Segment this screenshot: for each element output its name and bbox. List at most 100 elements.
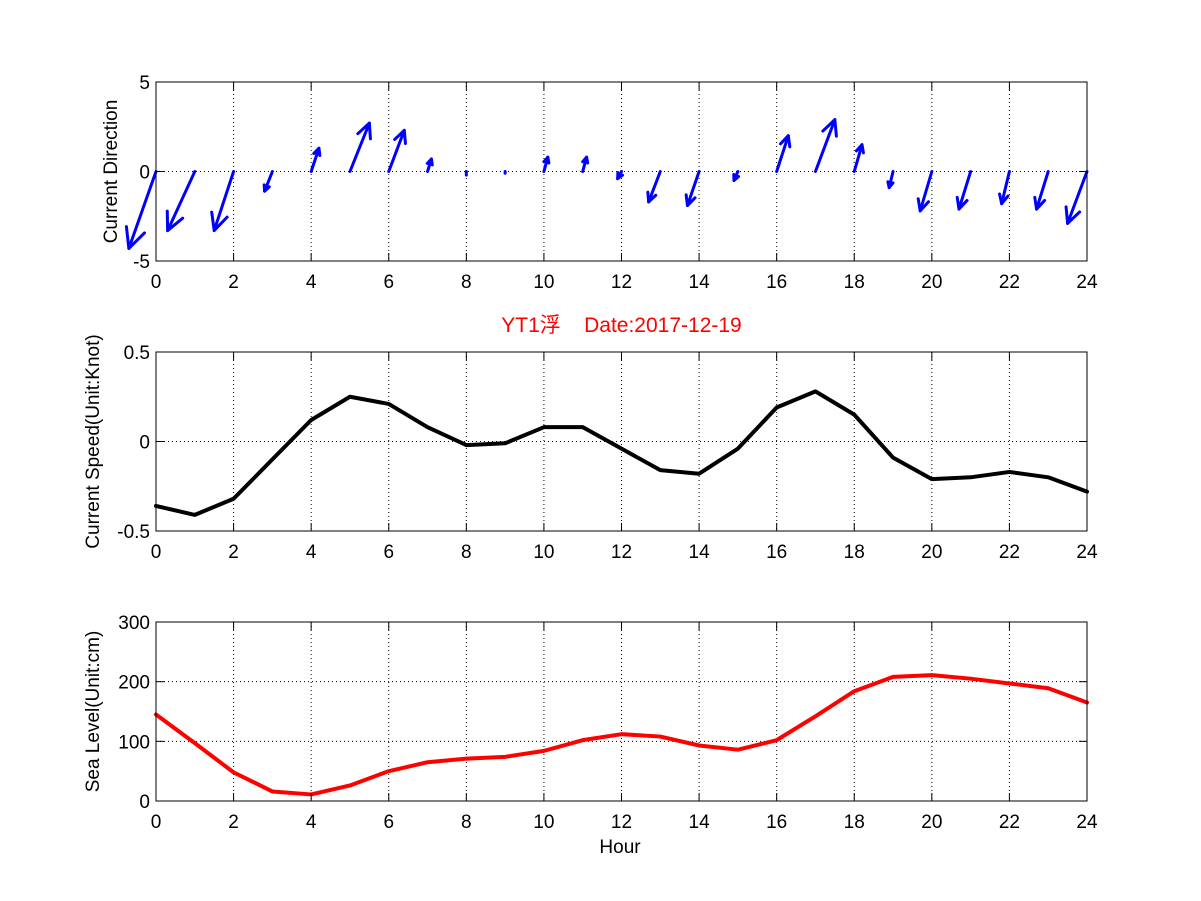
direction-arrow-head bbox=[425, 157, 434, 167]
current-direction-xtick-label: 20 bbox=[921, 272, 942, 293]
sea-level-xtick-label: 10 bbox=[533, 812, 554, 833]
current-direction-xtick-label: 10 bbox=[533, 272, 554, 293]
current-speed-xtick-label: 22 bbox=[999, 542, 1020, 563]
sea-level-ytick-label: 200 bbox=[118, 673, 150, 694]
current-direction-ylabel: Current Direction bbox=[101, 100, 122, 244]
current-speed-panel: YT1浮 Date:2017-12-19 0 2 4 6 8 10 12 14 16 18 20 22… bbox=[83, 314, 1098, 563]
direction-arrow-head bbox=[165, 209, 185, 233]
direction-arrow-head bbox=[581, 155, 590, 165]
current-direction-panel: 0 2 4 6 8 10 12 14 16 18 20 22 24-505 Current Direct… bbox=[101, 73, 1098, 293]
direction-arrow bbox=[124, 170, 158, 250]
direction-arrow-shaft bbox=[387, 128, 406, 173]
direction-arrow-head bbox=[1064, 205, 1082, 225]
direction-arrow-head bbox=[542, 155, 551, 165]
direction-arrow-shaft bbox=[348, 121, 371, 173]
sea-level-xtick-label: 20 bbox=[921, 812, 942, 833]
direction-arrow-shaft bbox=[212, 170, 236, 233]
sea-level-xtick-label: 8 bbox=[461, 812, 472, 833]
direction-arrow bbox=[886, 170, 895, 190]
sea-level-xtick-label: 24 bbox=[1076, 812, 1098, 833]
sea-level-xtick-label: 14 bbox=[689, 812, 711, 833]
direction-arrow bbox=[210, 170, 236, 233]
direction-arrow bbox=[1064, 170, 1089, 225]
current-speed-xtick-label: 24 bbox=[1076, 542, 1098, 563]
direction-arrow-head bbox=[821, 118, 838, 138]
direction-arrow-shaft bbox=[309, 146, 321, 173]
sea-level-xtick-label: 6 bbox=[383, 812, 394, 833]
direction-arrow bbox=[425, 157, 434, 173]
direction-arrow-head bbox=[854, 143, 865, 155]
direction-arrow bbox=[309, 146, 322, 173]
sea-level-ylabel: Sea Level(Unit:cm) bbox=[83, 631, 104, 793]
sea-level-xtick-label: 16 bbox=[766, 812, 787, 833]
current-speed-xtick-label: 6 bbox=[383, 542, 394, 563]
direction-arrow bbox=[387, 128, 407, 173]
current-speed-xtick-label: 20 bbox=[921, 542, 942, 563]
direction-arrow-head bbox=[916, 197, 930, 213]
current-direction-xtick-label: 2 bbox=[228, 272, 239, 293]
sea-level-xtick-label: 2 bbox=[228, 812, 239, 833]
direction-arrow bbox=[1033, 170, 1050, 211]
direction-arrow-head bbox=[998, 192, 1010, 206]
direction-arrow-head bbox=[1033, 195, 1047, 211]
sea-level-ytick-label: 100 bbox=[118, 732, 150, 753]
direction-arrow-head bbox=[616, 171, 624, 181]
direction-arrow bbox=[684, 170, 701, 208]
current-speed-xtick-label: 18 bbox=[844, 542, 865, 563]
current-direction-ytick-label: -5 bbox=[133, 252, 150, 273]
direction-arrow bbox=[998, 170, 1011, 206]
direction-arrow bbox=[916, 170, 934, 213]
direction-arrow-head bbox=[732, 172, 741, 182]
direction-arrow-shaft bbox=[1066, 170, 1089, 225]
current-speed-xtick-label: 14 bbox=[689, 542, 711, 563]
sea-level-ytick-label: 300 bbox=[118, 613, 150, 634]
sea-level-xtick-label: 4 bbox=[306, 812, 317, 833]
direction-arrow bbox=[616, 170, 624, 181]
current-direction-xtick-label: 8 bbox=[461, 272, 472, 293]
direction-arrow bbox=[813, 118, 838, 173]
current-direction-xtick-label: 4 bbox=[306, 272, 317, 293]
direction-arrow-shaft bbox=[1000, 170, 1011, 206]
direction-arrow-head bbox=[262, 183, 271, 193]
current-speed-ylabel: Current Speed(Unit:Knot) bbox=[83, 334, 104, 548]
direction-arrow-head bbox=[312, 146, 322, 158]
current-speed-xtick-label: 0 bbox=[151, 542, 162, 563]
current-speed-xtick-label: 10 bbox=[533, 542, 554, 563]
current-direction-xtick-label: 6 bbox=[383, 272, 394, 293]
direction-arrow bbox=[646, 170, 662, 204]
direction-arrow bbox=[542, 155, 551, 173]
sea-level-xtick-label: 22 bbox=[999, 812, 1020, 833]
direction-arrow-head bbox=[684, 193, 697, 208]
sea-level-xtick-label: 18 bbox=[844, 812, 865, 833]
direction-arrow-head bbox=[955, 195, 969, 211]
sea-level-xtick-label: 0 bbox=[151, 812, 162, 833]
direction-arrow-shaft bbox=[918, 170, 934, 213]
direction-arrow-head bbox=[778, 134, 792, 149]
current-direction-xtick-label: 12 bbox=[611, 272, 632, 293]
current-speed-xtick-label: 12 bbox=[611, 542, 632, 563]
direction-arrow bbox=[581, 155, 590, 173]
direction-arrow-shaft bbox=[263, 170, 274, 193]
current-direction-xtick-label: 16 bbox=[766, 272, 787, 293]
current-speed-xtick-label: 4 bbox=[306, 542, 317, 563]
direction-arrow-shaft bbox=[957, 170, 973, 211]
direction-arrow-shaft bbox=[813, 118, 837, 173]
current-direction-ytick-label: 5 bbox=[139, 73, 150, 94]
direction-arrow bbox=[348, 121, 372, 173]
direction-arrow bbox=[732, 170, 741, 182]
direction-arrow-shaft bbox=[647, 170, 662, 204]
current-direction-arrows bbox=[124, 118, 1089, 250]
direction-arrow-head bbox=[886, 180, 895, 190]
direction-arrow-shaft bbox=[775, 134, 790, 173]
direction-arrow bbox=[165, 170, 197, 233]
current-speed-ytick-label: -0.5 bbox=[117, 522, 150, 543]
current-direction-ticks: 0 2 4 6 8 10 12 14 16 18 20 22 24-505 bbox=[133, 73, 1098, 293]
direction-arrow bbox=[262, 170, 274, 193]
direction-arrow-shaft bbox=[127, 170, 158, 250]
direction-arrow-shaft bbox=[1035, 170, 1050, 211]
direction-arrow bbox=[852, 143, 865, 173]
direction-arrow-shaft bbox=[852, 143, 864, 173]
